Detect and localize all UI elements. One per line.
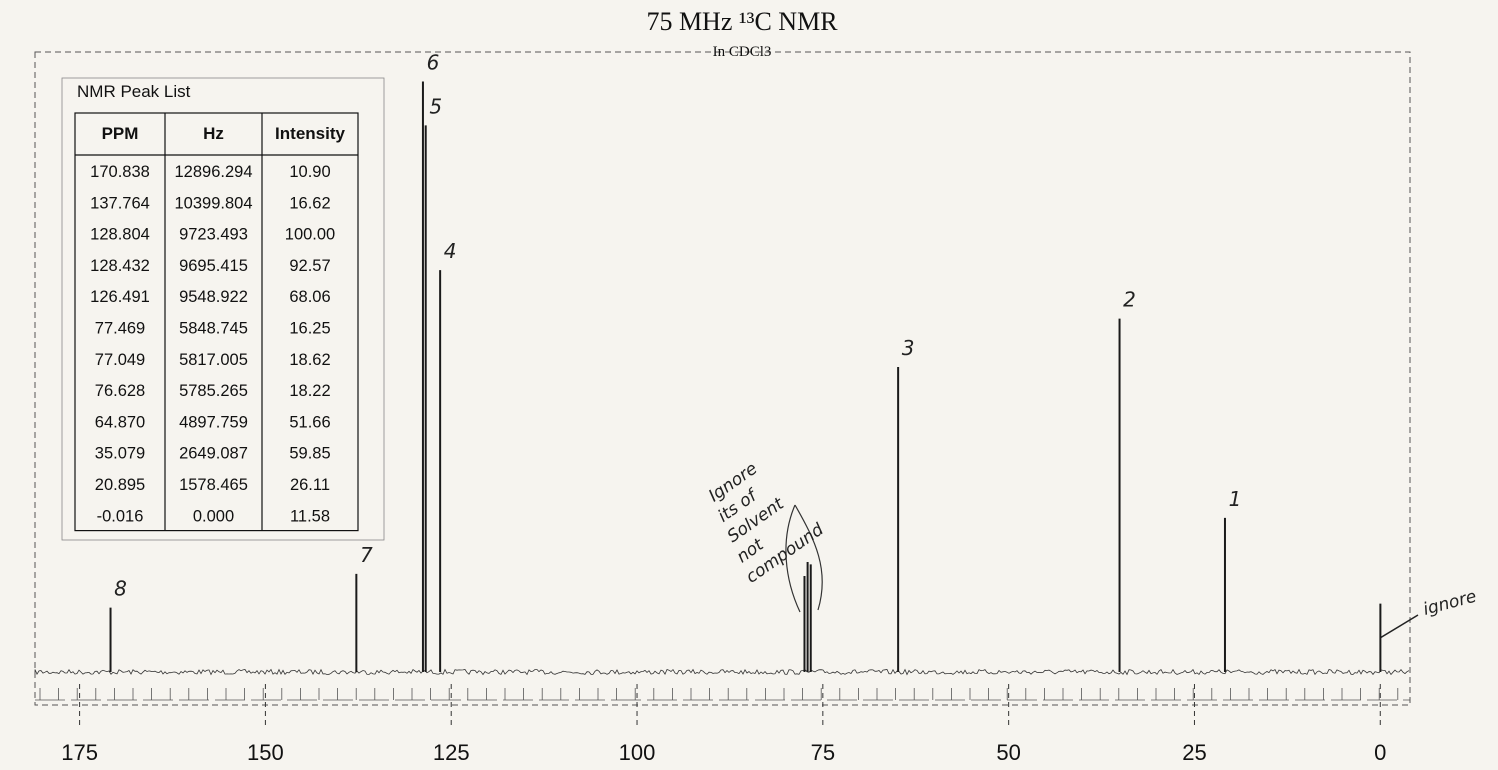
table-cell: 35.079 — [95, 445, 145, 463]
table-header: Hz — [203, 124, 224, 143]
table-grid — [74, 112, 359, 532]
table-cell: 11.58 — [290, 507, 330, 525]
x-tick-label: 175 — [61, 740, 98, 765]
peak-label: 6 — [427, 51, 440, 75]
peak-label: 5 — [429, 94, 442, 118]
baseline-noise — [34, 668, 1410, 676]
table-cell: 137.764 — [90, 194, 150, 212]
table-box — [61, 77, 385, 541]
table-cell: 18.62 — [289, 351, 330, 369]
table-cell: 26.11 — [290, 476, 330, 494]
peak-label: 7 — [360, 543, 373, 567]
peak-label: 3 — [902, 336, 915, 360]
table-cell: 0.000 — [193, 507, 234, 525]
x-tick-label: 75 — [811, 740, 835, 765]
table-cell: 68.06 — [289, 288, 330, 306]
x-tick-label: 100 — [619, 740, 656, 765]
table-cell: 2649.087 — [179, 445, 248, 463]
table-cell: 5817.005 — [179, 351, 248, 369]
table-cell: 64.870 — [95, 413, 145, 431]
ignore-stroke — [1379, 614, 1419, 639]
table-cell: 18.22 — [289, 382, 330, 400]
table-cell: 1578.465 — [179, 476, 248, 494]
table-cell: 100.00 — [285, 226, 335, 244]
table-cell: 59.85 — [289, 445, 330, 463]
x-tick-label: 150 — [247, 740, 284, 765]
frame — [34, 51, 1411, 706]
x-tick-label: 125 — [433, 740, 470, 765]
peak-label: 4 — [444, 239, 457, 263]
table-cell: 10399.804 — [175, 194, 253, 212]
table-cell: 126.491 — [90, 288, 150, 306]
table-header: PPM — [102, 124, 139, 143]
table-cell: 51.66 — [289, 413, 330, 431]
table-cell: 20.895 — [95, 476, 145, 494]
peak-label: 1 — [1229, 487, 1242, 511]
table-cell: 170.838 — [90, 163, 150, 181]
table-cell: -0.016 — [97, 507, 144, 525]
table-cell: 128.804 — [90, 226, 150, 244]
chart-title: 75 MHz ¹³C NMR — [646, 7, 838, 36]
table-cell: 9695.415 — [179, 257, 248, 275]
peak-label: 8 — [114, 577, 127, 601]
table-cell: 92.57 — [289, 257, 330, 275]
x-tick-label: 25 — [1182, 740, 1206, 765]
table-cell: 10.90 — [289, 163, 330, 181]
table-cell: 9723.493 — [179, 226, 248, 244]
table-cell: 9548.922 — [179, 288, 248, 306]
peak-label: 2 — [1123, 288, 1136, 312]
table-cell: 128.432 — [90, 257, 150, 275]
table-title: NMR Peak List — [77, 82, 191, 101]
table-cell: 16.62 — [289, 194, 330, 212]
table-cell: 5848.745 — [179, 320, 248, 338]
table-cell: 4897.759 — [179, 413, 248, 431]
peak-table: NMR Peak List PPM Hz Intensity 170.838 12896… — [61, 77, 385, 541]
table-cell: 5785.265 — [179, 382, 248, 400]
x-tick-label: 50 — [996, 740, 1020, 765]
table-cell: 76.628 — [95, 382, 145, 400]
table-cell: 77.049 — [95, 351, 145, 369]
table-cell: 16.25 — [289, 320, 330, 338]
table-cell: 77.469 — [95, 320, 145, 338]
table-header: Intensity — [275, 124, 345, 143]
x-tick-label: 0 — [1374, 740, 1386, 765]
table-cell: 12896.294 — [175, 163, 253, 181]
chart-subtitle: In CDCl3 — [713, 44, 772, 60]
solvent-bracket — [785, 504, 823, 613]
